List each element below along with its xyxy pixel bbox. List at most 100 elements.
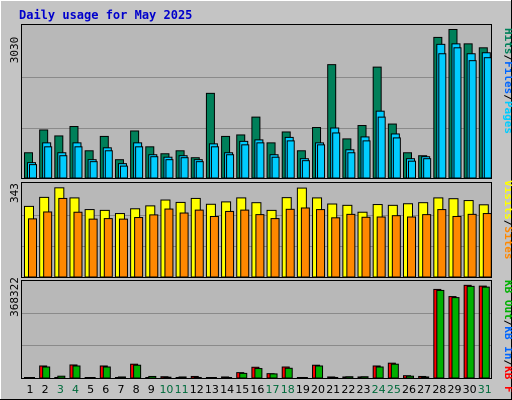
x-label-day-25: 25: [387, 383, 401, 396]
bar-sites-day-30: [467, 213, 477, 278]
bar-pages-day-26: [408, 160, 416, 179]
bar-kbin-day-14: [224, 377, 233, 379]
bar-kbin-day-9: [148, 375, 157, 379]
bar-pages-day-10: [165, 159, 174, 179]
bar-kbin-day-3: [57, 375, 66, 379]
x-label-day-15: 15: [235, 383, 249, 396]
x-label-day-23: 23: [357, 383, 371, 396]
bar-sites-day-8: [134, 217, 144, 278]
legend-hits-panel: Hits/Files/Pages: [502, 28, 512, 134]
bar-sites-day-11: [179, 212, 189, 278]
x-label-day-9: 9: [148, 383, 155, 396]
x-label-day-27: 27: [417, 383, 431, 396]
bar-sites-day-21: [331, 217, 341, 278]
bar-sites-day-31: [482, 213, 492, 278]
bar-pages-day-22: [347, 152, 356, 179]
x-label-day-5: 5: [87, 383, 94, 396]
bar-pages-day-7: [119, 165, 128, 179]
bar-pages-day-6: [104, 150, 113, 179]
x-label-day-1: 1: [27, 383, 34, 396]
bar-kbin-day-7: [117, 376, 126, 379]
legend-files: Files: [502, 61, 512, 94]
bar-sites-day-16: [255, 214, 265, 278]
bar-sites-day-9: [149, 214, 159, 278]
bar-kbin-day-13: [208, 377, 217, 379]
bar-kbin-day-23: [360, 376, 369, 379]
x-axis-labels: 1 2 3 4 5 6 7 8 9 10 11 12 13 14 15 16 17 18 19 20 21 22 23 24 2…: [27, 383, 492, 396]
legend-sep-1: /: [502, 55, 512, 62]
bar-pages-day-4: [74, 146, 83, 179]
bar-pages-day-30: [468, 60, 477, 179]
legend-hits: Hits: [502, 28, 512, 55]
legend-kbin: KB In: [502, 326, 512, 359]
bar-sites-day-13: [209, 215, 219, 278]
legend-visits: Visits: [502, 180, 512, 220]
bar-pages-day-12: [195, 161, 204, 179]
bar-pages-day-27: [423, 158, 432, 179]
bar-pages-day-17: [271, 156, 280, 179]
bar-kbin-day-6: [102, 366, 111, 379]
bar-pages-day-2: [44, 146, 53, 179]
x-label-day-11: 11: [175, 383, 189, 396]
bar-sites-day-7: [118, 218, 128, 278]
x-label-day-3: 3: [57, 383, 64, 396]
bar-kbin-day-16: [254, 368, 263, 379]
x-label-day-21: 21: [326, 383, 340, 396]
bar-kbin-day-25: [390, 363, 399, 379]
bar-pages-day-8: [135, 146, 144, 179]
bar-pages-day-28: [438, 53, 447, 179]
bar-sites-day-19: [300, 207, 310, 278]
x-label-day-14: 14: [220, 383, 234, 396]
x-label-day-7: 7: [117, 383, 124, 396]
bar-sites-day-5: [88, 218, 98, 278]
bar-pages-day-16: [256, 142, 265, 179]
bar-kbin-day-22: [345, 376, 354, 379]
bar-sites-day-22: [346, 213, 356, 278]
bar-pages-day-31: [483, 57, 492, 179]
bar-pages-day-24: [377, 116, 386, 179]
bar-kbin-day-10: [163, 376, 172, 379]
bar-sites-day-29: [452, 215, 462, 278]
bar-kbin-day-26: [406, 375, 414, 379]
bar-sites-day-25: [391, 215, 401, 278]
bar-kbin-day-18: [284, 367, 293, 379]
x-label-day-22: 22: [341, 383, 355, 396]
bar-kbin-day-20: [315, 365, 324, 379]
bar-kbin-day-31: [481, 286, 490, 379]
bar-sites-day-23: [361, 216, 371, 278]
bar-pages-day-18: [286, 140, 295, 179]
bar-kbin-day-17: [269, 373, 278, 379]
bar-kbin-day-1: [27, 377, 35, 379]
x-label-day-28: 28: [432, 383, 446, 396]
legend-sep-4: /: [502, 320, 512, 327]
bar-sites-day-18: [285, 208, 295, 278]
legend-sep-2: /: [502, 94, 512, 101]
x-label-day-2: 2: [42, 383, 49, 396]
legend-kb-panel: KB Out/KB In/KB F: [502, 280, 512, 393]
bar-sites-day-3: [58, 197, 68, 278]
bar-sites-day-4: [73, 211, 83, 278]
bar-sites-day-24: [376, 216, 386, 278]
x-label-day-26: 26: [402, 383, 416, 396]
legend-kbout: KB Out: [502, 280, 512, 320]
x-label-day-18: 18: [281, 383, 295, 396]
x-label-day-10: 10: [159, 383, 173, 396]
legend-sep-3: /: [502, 220, 512, 227]
bar-pages-day-25: [392, 137, 401, 179]
bar-kbin-day-11: [178, 376, 187, 379]
bar-kbin-day-29: [451, 297, 460, 379]
bar-sites-day-14: [225, 210, 235, 278]
x-label-day-4: 4: [72, 383, 79, 396]
bar-pages-day-5: [89, 161, 98, 179]
bar-sites-day-20: [316, 209, 326, 278]
chart-bars: [24, 28, 492, 379]
bar-sites-day-10: [164, 208, 174, 278]
x-label-day-30: 30: [463, 383, 477, 396]
legend-kbf: KB F: [502, 366, 512, 393]
legend-visits-panel: Visits/Sites: [502, 180, 512, 260]
x-label-day-12: 12: [190, 383, 204, 396]
bar-sites-day-12: [194, 209, 204, 278]
bar-pages-day-13: [210, 146, 219, 179]
bar-pages-day-9: [150, 156, 159, 179]
